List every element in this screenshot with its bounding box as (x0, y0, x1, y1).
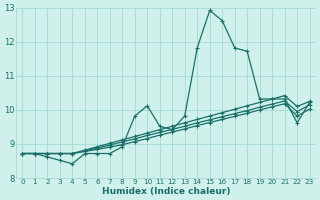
X-axis label: Humidex (Indice chaleur): Humidex (Indice chaleur) (102, 187, 230, 196)
